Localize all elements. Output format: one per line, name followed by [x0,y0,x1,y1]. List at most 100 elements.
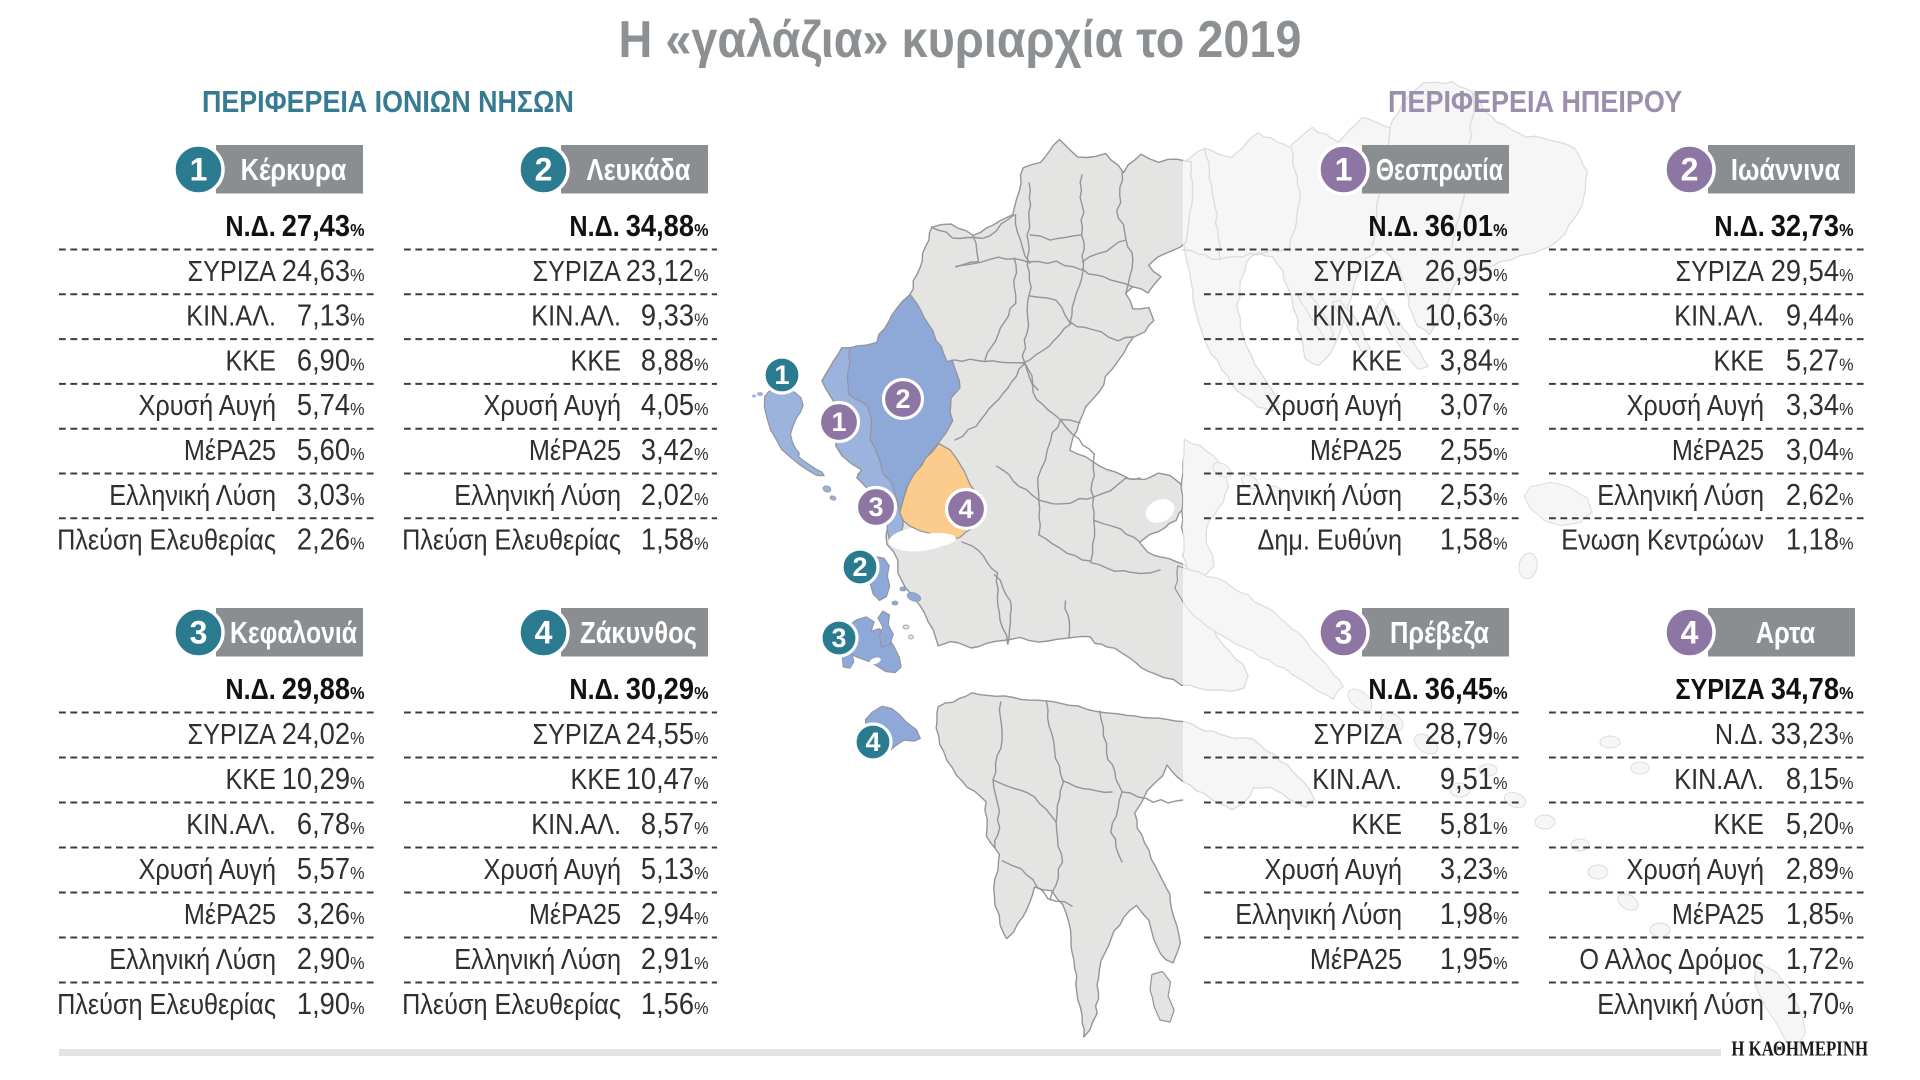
svg-text:Ζάκυνθος: Ζάκυνθος [580,616,697,651]
svg-text:ΣΥΡΙΖΑ: ΣΥΡΙΖΑ [188,717,277,750]
svg-text:ΣΥΡΙΖΑ: ΣΥΡΙΖΑ [533,254,622,287]
svg-text:5,74: 5,74 [297,389,350,423]
svg-text:%: % [1839,818,1853,838]
svg-text:3,42: 3,42 [641,433,694,467]
svg-text:Χρυσή Αυγή: Χρυσή Αυγή [139,389,276,422]
svg-text:Ελληνική Λύση: Ελληνική Λύση [109,478,276,511]
svg-text:Ο Αλλος Δρόμος: Ο Αλλος Δρόμος [1579,942,1764,975]
svg-text:2,55: 2,55 [1440,433,1493,467]
svg-text:8,15: 8,15 [1786,762,1839,796]
svg-text:ΣΥΡΙΖΑ: ΣΥΡΙΖΑ [188,254,277,287]
svg-text:34,88: 34,88 [626,209,694,243]
svg-text:3: 3 [831,623,846,653]
svg-text:3: 3 [1335,615,1353,651]
svg-text:%: % [694,444,708,464]
svg-text:Χρυσή Αυγή: Χρυσή Αυγή [139,852,276,885]
svg-text:3,84: 3,84 [1440,344,1493,378]
svg-text:%: % [350,399,364,419]
svg-text:32,73: 32,73 [1771,209,1839,243]
svg-text:Χρυσή Αυγή: Χρυσή Αυγή [1265,389,1402,422]
svg-text:Θεσπρωτία: Θεσπρωτία [1376,152,1503,187]
svg-text:1,18: 1,18 [1786,523,1839,557]
svg-text:8,88: 8,88 [641,344,694,378]
svg-text:1: 1 [831,407,846,437]
svg-text:Η «γαλάζια» κυριαρχία το 2019: Η «γαλάζια» κυριαρχία το 2019 [619,11,1302,69]
svg-text:9,51: 9,51 [1440,762,1493,796]
svg-text:%: % [1493,489,1507,509]
svg-text:%: % [1839,683,1853,703]
svg-text:Χρυσή Αυγή: Χρυσή Αυγή [1627,852,1764,885]
svg-text:3,03: 3,03 [297,478,350,512]
svg-text:%: % [1839,489,1853,509]
svg-text:%: % [694,220,708,240]
svg-text:ΜέΡΑ25: ΜέΡΑ25 [1672,433,1764,466]
svg-text:%: % [350,908,364,928]
svg-text:2: 2 [852,552,867,582]
svg-text:ΠΕΡΙΦΕΡΕΙΑ ΗΠΕΙΡΟΥ: ΠΕΡΙΦΕΡΕΙΑ ΗΠΕΙΡΟΥ [1388,85,1682,119]
svg-text:2: 2 [895,384,910,414]
svg-text:%: % [1493,265,1507,285]
svg-text:3,23: 3,23 [1440,852,1493,886]
svg-text:5,27: 5,27 [1786,344,1839,378]
svg-text:ΜέΡΑ25: ΜέΡΑ25 [184,433,276,466]
svg-text:1: 1 [774,360,789,390]
svg-text:%: % [350,489,364,509]
svg-text:Η ΚΑΘΗΜΕΡΙΝΗ: Η ΚΑΘΗΜΕΡΙΝΗ [1731,1038,1868,1061]
svg-text:2: 2 [1681,152,1699,188]
svg-text:Ιωάννινα: Ιωάννινα [1731,153,1841,188]
svg-text:6,78: 6,78 [297,807,350,841]
svg-text:6,90: 6,90 [297,344,350,378]
svg-text:%: % [1493,818,1507,838]
svg-text:Χρυσή Αυγή: Χρυσή Αυγή [484,389,621,422]
svg-text:%: % [1839,534,1853,554]
svg-text:ΣΥΡΙΖΑ: ΣΥΡΙΖΑ [533,717,622,750]
svg-text:Ν.Δ.: Ν.Δ. [1368,209,1418,242]
svg-text:%: % [1839,773,1853,793]
svg-text:2,62: 2,62 [1786,478,1839,512]
svg-text:%: % [1839,953,1853,973]
svg-text:36,01: 36,01 [1425,209,1493,243]
svg-text:%: % [350,818,364,838]
svg-text:2: 2 [535,152,553,188]
svg-text:3,26: 3,26 [297,897,350,931]
svg-text:ΚΙΝ.ΑΛ.: ΚΙΝ.ΑΛ. [531,299,621,332]
svg-text:5,13: 5,13 [641,852,694,886]
svg-text:3: 3 [190,615,208,651]
svg-text:ΜέΡΑ25: ΜέΡΑ25 [1672,897,1764,930]
svg-text:%: % [350,310,364,330]
svg-text:%: % [350,220,364,240]
svg-text:1,70: 1,70 [1786,987,1839,1021]
svg-text:ΜέΡΑ25: ΜέΡΑ25 [1310,433,1402,466]
svg-text:Ελληνική Λύση: Ελληνική Λύση [1235,478,1402,511]
svg-text:Ν.Δ.: Ν.Δ. [225,209,275,242]
svg-text:7,13: 7,13 [297,299,350,333]
svg-text:ΣΥΡΙΖΑ: ΣΥΡΙΖΑ [1675,672,1764,705]
svg-text:10,29: 10,29 [282,762,350,796]
svg-text:Ν.Δ.: Ν.Δ. [1368,672,1418,705]
svg-text:Ν.Δ.: Ν.Δ. [1714,209,1764,242]
svg-text:Ελληνική Λύση: Ελληνική Λύση [1597,987,1764,1020]
svg-text:4: 4 [535,615,553,651]
svg-text:Ελληνική Λύση: Ελληνική Λύση [1235,897,1402,930]
svg-text:Ελληνική Λύση: Ελληνική Λύση [454,942,621,975]
svg-text:Χρυσή Αυγή: Χρυσή Αυγή [484,852,621,885]
svg-text:2,02: 2,02 [641,478,694,512]
svg-text:%: % [1493,908,1507,928]
svg-text:1,85: 1,85 [1786,897,1839,931]
svg-text:Πλεύση Ελευθερίας: Πλεύση Ελευθερίας [57,987,276,1020]
svg-text:ΚΚΕ: ΚΚΕ [571,762,621,795]
svg-text:%: % [1493,444,1507,464]
svg-text:%: % [694,863,708,883]
svg-text:ΣΥΡΙΖΑ: ΣΥΡΙΖΑ [1314,717,1403,750]
svg-text:%: % [694,355,708,375]
svg-text:Χρυσή Αυγή: Χρυσή Αυγή [1265,852,1402,885]
svg-text:1,56: 1,56 [641,987,694,1021]
svg-text:ΣΥΡΙΖΑ: ΣΥΡΙΖΑ [1676,254,1765,287]
svg-text:%: % [350,355,364,375]
svg-text:Ελληνική Λύση: Ελληνική Λύση [454,478,621,511]
svg-text:%: % [1839,220,1853,240]
svg-text:%: % [1839,998,1853,1018]
svg-text:%: % [1493,728,1507,748]
svg-text:29,88: 29,88 [282,672,350,706]
svg-text:1,58: 1,58 [641,523,694,557]
